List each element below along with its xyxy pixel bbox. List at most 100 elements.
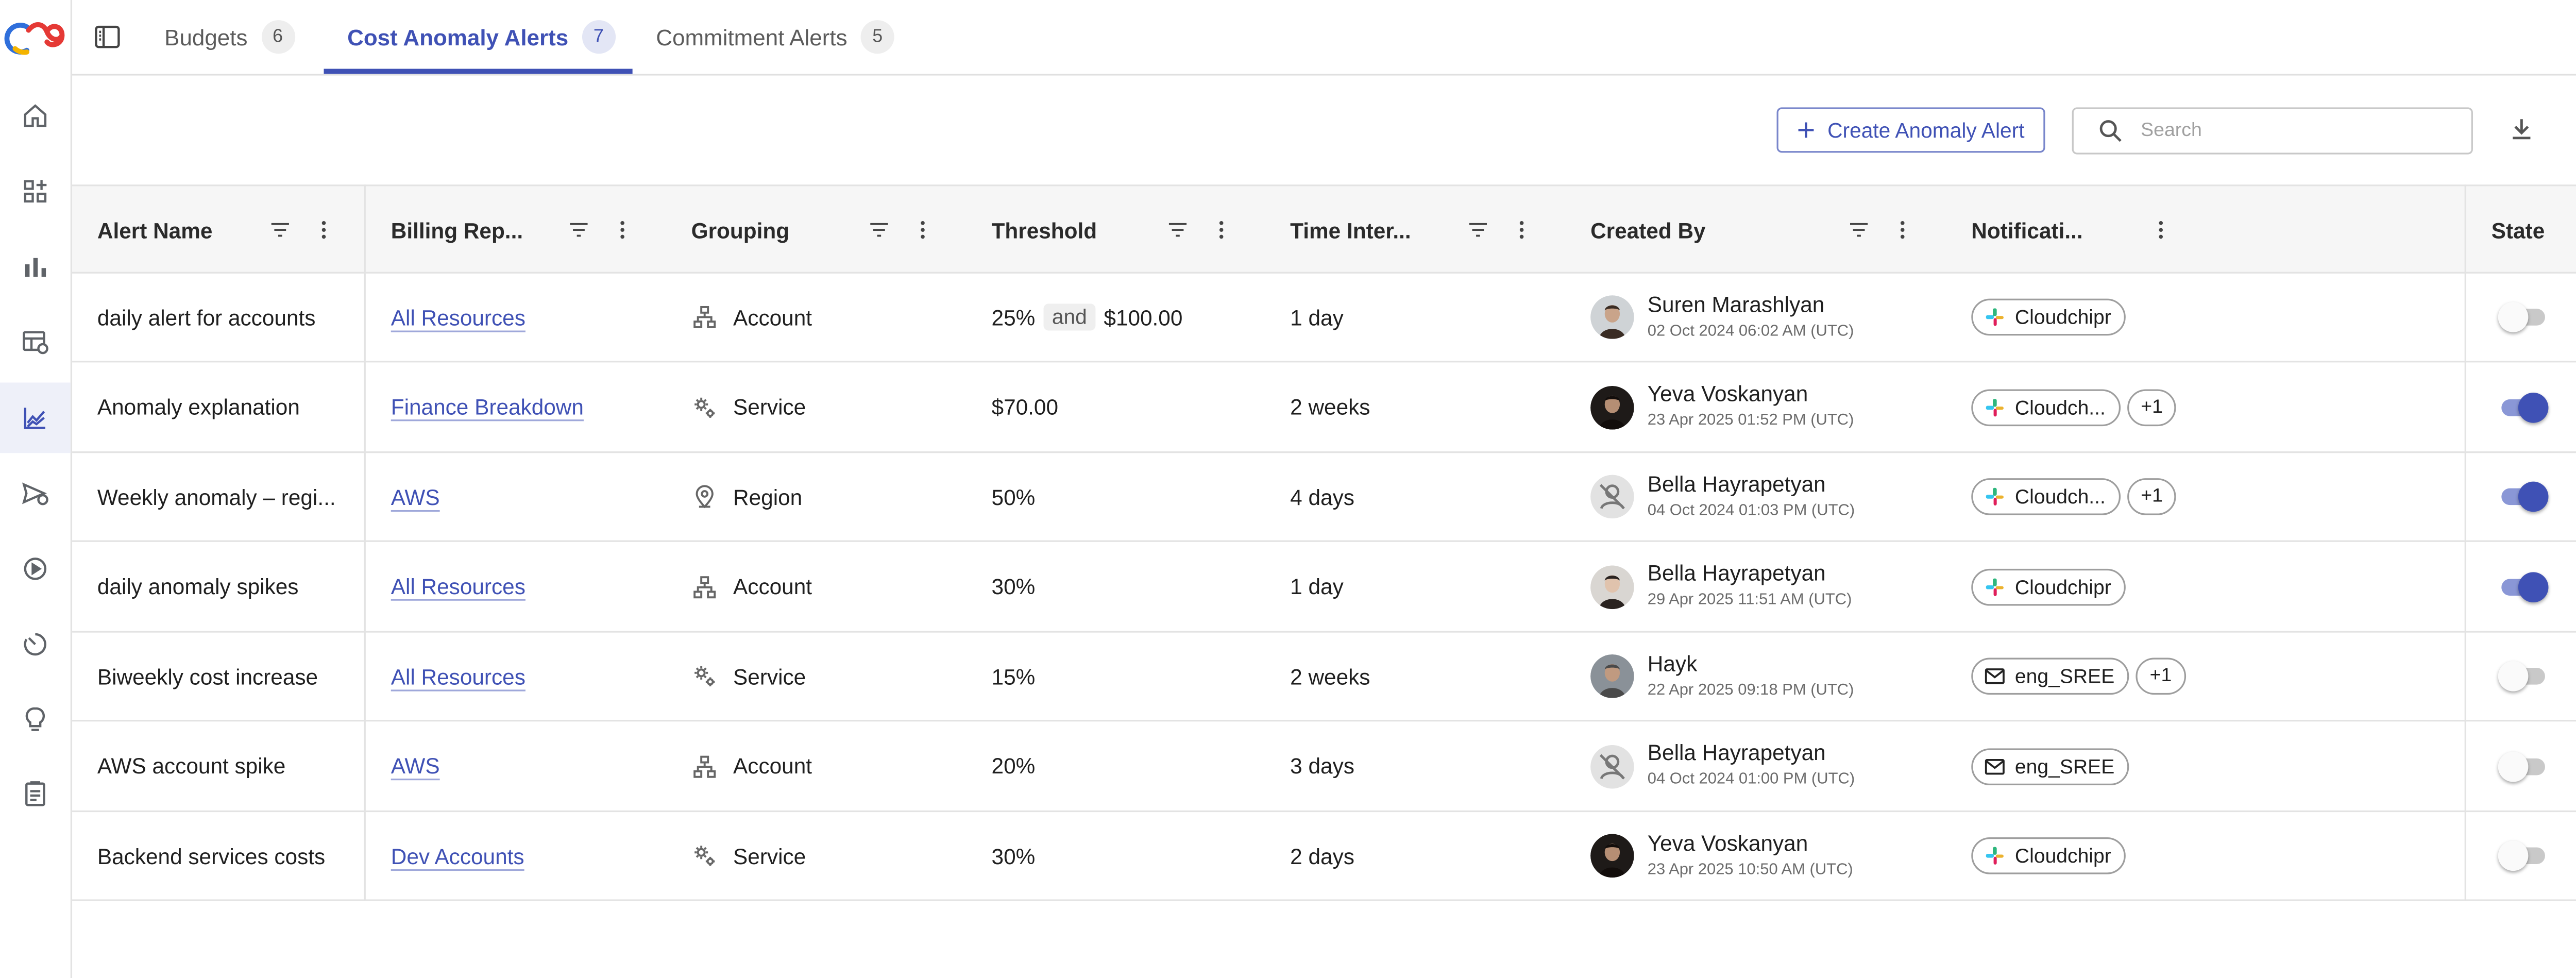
toggle-thumb [2498, 661, 2529, 692]
time-interval: 2 weeks [1290, 663, 1370, 689]
more-vert-icon[interactable] [911, 218, 935, 242]
notification-chip[interactable]: Cloudchipr [1971, 568, 2127, 605]
search-field[interactable] [2072, 107, 2473, 155]
time-interval: 4 days [1290, 484, 1354, 510]
billing-report-link[interactable]: All Resources [391, 663, 526, 689]
sidebar-item-analytics[interactable] [0, 231, 71, 302]
tab-cost-anomaly-alerts[interactable]: Cost Anomaly Alerts 7 [347, 0, 616, 74]
more-vert-icon[interactable] [1891, 218, 1914, 242]
notification-channel: eng_SREE [2014, 754, 2115, 778]
state-toggle[interactable] [2498, 840, 2549, 871]
notification-chip[interactable]: Cloudch... [1971, 388, 2121, 426]
state-toggle[interactable] [2498, 571, 2549, 602]
more-vert-icon[interactable] [611, 218, 634, 242]
notification-chip[interactable]: Cloudch... [1971, 478, 2121, 515]
more-vert-icon[interactable] [1210, 218, 1233, 242]
search-input[interactable] [2137, 119, 2446, 143]
notification-chip[interactable]: Cloudchipr [1971, 298, 2127, 336]
notification-chip[interactable]: eng_SREE [1971, 747, 2130, 785]
billing-report-link[interactable]: AWS [391, 484, 440, 510]
sidebar-item-recommendations[interactable] [0, 685, 71, 755]
created-by-cell: Hayk 22 Apr 2025 09:18 PM (UTC) [1590, 633, 1854, 720]
column-header-notifications[interactable]: Notificati... [1971, 217, 2083, 243]
toggle-thumb [2518, 392, 2549, 422]
creator-name: Yeva Voskanyan [1647, 381, 1808, 407]
filter-icon[interactable] [268, 218, 292, 242]
table-row[interactable]: daily alert for accounts All Resources Acc… [72, 274, 2576, 363]
threshold-value: $70.00 [991, 394, 1059, 420]
billing-report-cell: AWS [391, 453, 440, 540]
billing-report-link[interactable]: Finance Breakdown [391, 394, 584, 420]
threshold-cell: 15% [992, 633, 1036, 720]
filter-icon[interactable] [567, 218, 591, 242]
grouping-cell: Service [691, 812, 806, 899]
tab-budgets[interactable]: Budgets 6 [164, 0, 295, 74]
sidebar-item-schedules[interactable] [0, 609, 71, 680]
state-toggle[interactable] [2498, 661, 2549, 692]
column-header-state[interactable]: State [2491, 217, 2545, 243]
billing-report-link[interactable]: All Resources [391, 574, 526, 599]
filter-icon[interactable] [1847, 218, 1871, 242]
filter-icon[interactable] [868, 218, 891, 242]
sidebar-item-home[interactable] [0, 80, 71, 151]
toggle-thumb [2498, 751, 2529, 781]
sidebar-item-workflows[interactable] [0, 534, 71, 604]
column-header-time-interval[interactable]: Time Inter... [1290, 217, 1411, 243]
notification-more-chip[interactable]: +1 [2127, 388, 2177, 426]
more-vert-icon[interactable] [1510, 218, 1534, 242]
sidebar-item-anomaly-alerts[interactable] [0, 382, 71, 453]
filter-icon[interactable] [1466, 218, 1490, 242]
table-row[interactable]: Anomaly explanation Finance Breakdown Serv… [72, 363, 2576, 452]
slack-icon [1986, 308, 2004, 326]
notification-more-chip[interactable]: +1 [2136, 657, 2185, 695]
sidebar-toggle-icon[interactable] [92, 22, 123, 52]
notification-more-chip[interactable]: +1 [2127, 478, 2177, 515]
state-toggle[interactable] [2498, 392, 2549, 422]
state-toggle[interactable] [2498, 302, 2549, 332]
billing-report-link[interactable]: Dev Accounts [391, 843, 524, 869]
column-header-alert-name[interactable]: Alert Name [97, 217, 213, 243]
column-header-grouping[interactable]: Grouping [691, 217, 790, 243]
sidebar-item-tasks[interactable] [0, 758, 71, 829]
billing-report-link[interactable]: All Resources [391, 305, 526, 330]
time-interval-cell: 1 day [1290, 543, 1344, 630]
state-toggle[interactable] [2498, 751, 2549, 781]
table-row[interactable]: AWS account spike AWS Account 20% 3 days Bell… [72, 722, 2576, 812]
table-row[interactable]: Backend services costs Dev Accounts Servic… [72, 812, 2576, 901]
create-anomaly-alert-button[interactable]: Create Anomaly Alert [1776, 107, 2045, 153]
tab-label: Commitment Alerts [656, 24, 848, 50]
avatar [1590, 744, 1634, 788]
state-toggle[interactable] [2498, 481, 2549, 512]
time-interval: 1 day [1290, 305, 1344, 330]
notification-chip[interactable]: Cloudchipr [1971, 837, 2127, 874]
billing-report-cell: All Resources [391, 633, 526, 720]
toggle-thumb [2518, 571, 2549, 602]
grouping-label: Service [733, 394, 806, 420]
column-header-billing-report[interactable]: Billing Rep... [391, 217, 523, 243]
cloudchipr-logo[interactable] [4, 19, 67, 59]
tab-commitment-alerts[interactable]: Commitment Alerts 5 [656, 0, 894, 74]
avatar [1590, 475, 1634, 519]
notification-chip[interactable]: eng_SREE [1971, 657, 2130, 695]
more-vert-icon[interactable] [312, 218, 336, 242]
download-icon[interactable] [2506, 114, 2537, 144]
table-row[interactable]: daily anomaly spikes All Resources Account… [72, 543, 2576, 632]
avatar [1590, 295, 1634, 339]
grouping-cell: Account [691, 543, 812, 630]
table-row[interactable]: Biweekly cost increase All Resources Servi… [72, 633, 2576, 722]
sidebar-item-reports[interactable] [0, 307, 71, 378]
more-vert-icon[interactable] [2149, 218, 2173, 242]
creator-info: Suren Marashlyan 02 Oct 2024 06:02 AM (UT… [1648, 291, 1854, 341]
report-table-icon [23, 331, 48, 355]
service-gears-icon [694, 846, 715, 866]
filter-icon[interactable] [1166, 218, 1190, 242]
sidebar-item-dashboards[interactable] [0, 156, 71, 227]
column-header-threshold[interactable]: Threshold [991, 217, 1097, 243]
grouping-label: Account [733, 574, 812, 599]
table-row[interactable]: Weekly anomaly – regi... AWS Region 50% 4 da… [72, 453, 2576, 542]
billing-report-link[interactable]: AWS [391, 753, 440, 779]
avatar [1590, 385, 1634, 429]
sidebar-item-automations[interactable] [0, 458, 71, 529]
column-header-created-by[interactable]: Created By [1590, 217, 1706, 243]
toggle-thumb [2498, 840, 2529, 871]
